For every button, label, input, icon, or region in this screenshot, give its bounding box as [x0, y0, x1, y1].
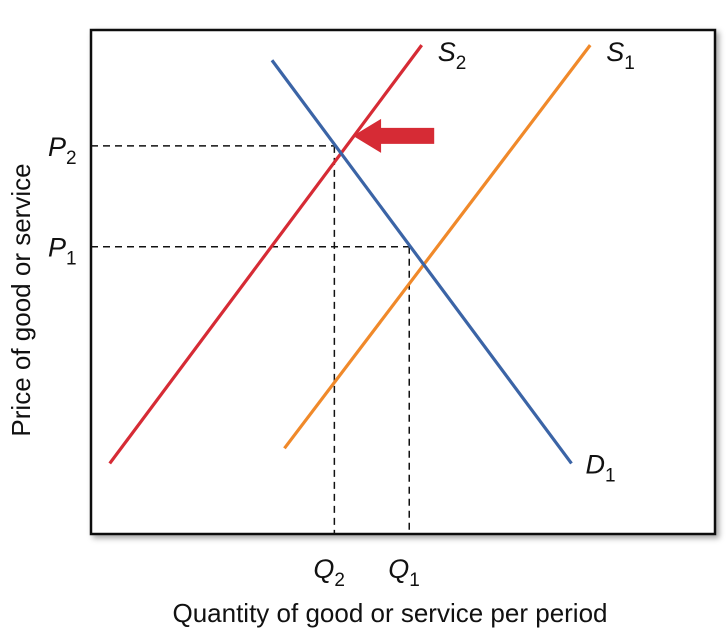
curve-s2 — [108, 44, 424, 465]
curve-d1 — [270, 59, 573, 465]
plot-frame — [89, 28, 717, 536]
curve-label-s1: S1 — [606, 37, 635, 74]
x-tick-label-q1: Q1 — [388, 554, 420, 591]
x-axis-title: Quantity of good or service per period — [172, 598, 607, 628]
y-tick-label-p1: P1 — [48, 233, 77, 270]
curve-label-d1: D1 — [585, 449, 615, 486]
y-tick-label-p2: P2 — [48, 132, 77, 169]
curve-s1 — [283, 44, 592, 450]
supply-shift-arrow — [353, 118, 435, 153]
y-axis-title: Price of good or service — [6, 163, 36, 436]
x-tick-label-q2: Q2 — [313, 554, 345, 591]
curve-label-s2: S2 — [438, 37, 467, 74]
